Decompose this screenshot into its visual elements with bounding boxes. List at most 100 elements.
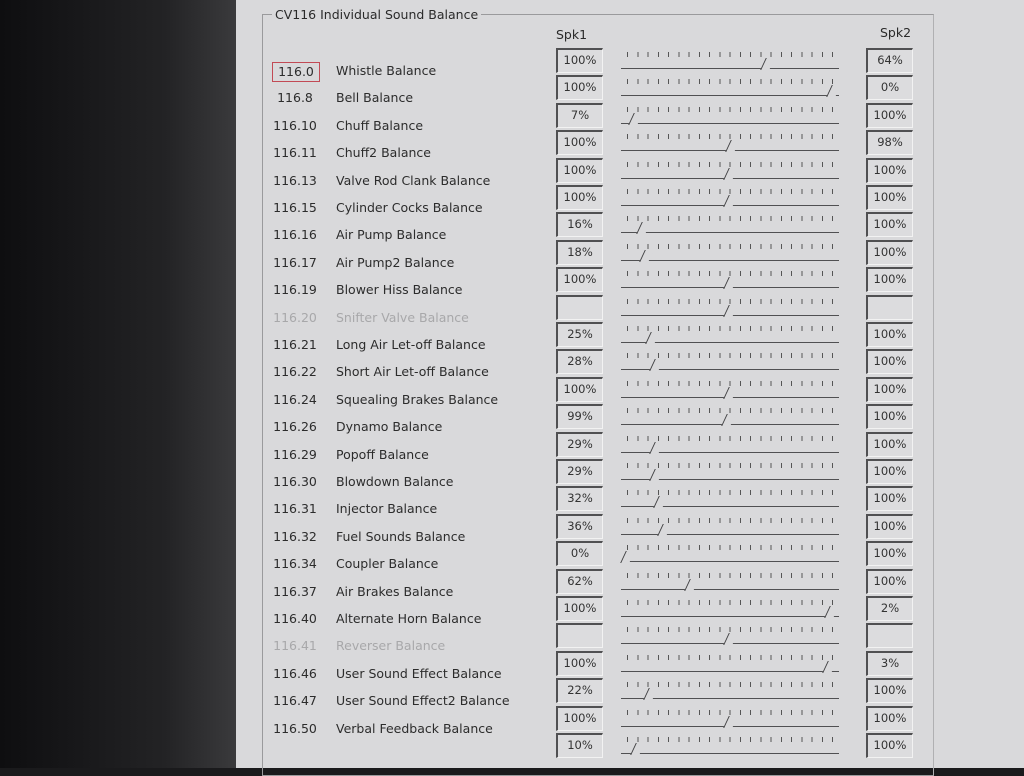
spk1-value-field[interactable]: 62%	[556, 568, 603, 594]
spk2-value-field[interactable]: 100%	[866, 568, 913, 594]
spk1-value-field[interactable]: 32%	[556, 486, 603, 512]
balance-slider[interactable]	[621, 434, 839, 460]
spk1-value-field[interactable]: 100%	[556, 75, 603, 101]
spk1-value-field[interactable]: 22%	[556, 678, 603, 704]
cv-number[interactable]: 116.34	[273, 556, 317, 572]
cv-number[interactable]: 116.20	[273, 309, 317, 325]
balance-slider[interactable]	[621, 269, 839, 295]
balance-slider[interactable]	[621, 105, 839, 131]
cv-number[interactable]: 116.50	[273, 720, 317, 736]
spk2-value-field[interactable]: 100%	[866, 267, 913, 293]
cv-number[interactable]: 116.13	[273, 172, 317, 188]
spk2-value-field[interactable]: 0%	[866, 75, 913, 101]
spk1-value-field[interactable]: 100%	[556, 267, 603, 293]
spk1-value-field[interactable]: 100%	[556, 650, 603, 676]
cv-number[interactable]: 116.17	[273, 254, 317, 270]
cv-number[interactable]: 116.29	[273, 446, 317, 462]
cv-number[interactable]: 116.32	[273, 528, 317, 544]
balance-slider[interactable]	[621, 598, 839, 624]
spk2-value-field[interactable]: 100%	[866, 322, 913, 347]
cv-number[interactable]: 116.11	[273, 145, 317, 161]
spk2-value-field[interactable]: 100%	[866, 349, 913, 375]
balance-slider[interactable]	[621, 187, 839, 213]
cv-number[interactable]: 116.15	[273, 200, 317, 215]
spk1-value-field[interactable]	[556, 294, 603, 320]
spk2-value-field[interactable]: 100%	[866, 459, 913, 484]
spk1-value-field[interactable]: 99%	[556, 404, 603, 430]
cv-number[interactable]: 116.40	[273, 611, 317, 626]
spk1-value-field[interactable]: 29%	[556, 459, 603, 484]
balance-slider[interactable]	[621, 461, 839, 487]
spk2-value-field[interactable]: 100%	[866, 733, 913, 758]
cv-number[interactable]	[272, 747, 318, 765]
balance-slider[interactable]	[621, 735, 839, 761]
spk2-value-field[interactable]: 100%	[866, 212, 913, 238]
spk1-value-field[interactable]: 28%	[556, 349, 603, 375]
spk2-value-field[interactable]	[866, 623, 913, 649]
cv-number[interactable]: 116.41	[273, 638, 317, 654]
spk1-value-field[interactable]: 36%	[556, 513, 603, 539]
balance-slider[interactable]	[621, 50, 839, 76]
balance-slider[interactable]	[621, 160, 839, 186]
spk2-value-field[interactable]: 100%	[866, 678, 913, 704]
spk2-value-field[interactable]: 100%	[866, 239, 913, 265]
cv-number[interactable]: 116.26	[273, 419, 317, 435]
balance-slider[interactable]	[621, 680, 839, 706]
cv-number[interactable]: 116.47	[273, 693, 317, 709]
spk1-value-field[interactable]: 100%	[556, 376, 603, 402]
balance-slider[interactable]	[621, 214, 839, 240]
spk1-value-field[interactable]: 25%	[556, 322, 603, 347]
cv-number[interactable]: 116.22	[273, 364, 317, 380]
spk2-value-field[interactable]: 100%	[866, 102, 913, 128]
spk2-value-field[interactable]: 100%	[866, 486, 913, 512]
cv-number[interactable]: 116.16	[273, 227, 317, 243]
spk1-value-field[interactable]: 16%	[556, 212, 603, 238]
cv-number[interactable]: 116.19	[273, 282, 317, 298]
balance-slider[interactable]	[621, 708, 839, 734]
balance-slider[interactable]	[621, 297, 839, 323]
spk2-value-field[interactable]	[866, 294, 913, 320]
spk2-value-field[interactable]: 64%	[866, 48, 913, 73]
balance-slider[interactable]	[621, 132, 839, 158]
spk1-value-field[interactable]	[556, 623, 603, 649]
cv-number[interactable]: 116.30	[273, 474, 317, 489]
spk1-value-field[interactable]: 100%	[556, 157, 603, 183]
spk2-value-field[interactable]: 100%	[866, 185, 913, 210]
spk2-value-field[interactable]: 100%	[866, 404, 913, 430]
balance-slider[interactable]	[621, 406, 839, 432]
spk1-value-field[interactable]: 100%	[556, 596, 603, 621]
spk2-value-field[interactable]: 100%	[866, 157, 913, 183]
spk1-value-field[interactable]: 10%	[556, 733, 603, 758]
spk2-value-field[interactable]: 3%	[866, 650, 913, 676]
balance-slider[interactable]	[621, 488, 839, 514]
spk1-value-field[interactable]: 7%	[556, 102, 603, 128]
balance-slider[interactable]	[621, 242, 839, 268]
spk2-value-field[interactable]: 100%	[866, 513, 913, 539]
spk1-value-field[interactable]: 100%	[556, 185, 603, 210]
cv-number[interactable]: 116.46	[273, 665, 317, 681]
spk1-value-field[interactable]: 100%	[556, 130, 603, 156]
spk1-value-field[interactable]: 29%	[556, 431, 603, 457]
spk2-value-field[interactable]: 98%	[866, 130, 913, 156]
spk1-value-field[interactable]: 100%	[556, 48, 603, 73]
cv-number[interactable]: 116.21	[273, 337, 317, 352]
balance-slider[interactable]	[621, 625, 839, 651]
spk1-value-field[interactable]: 100%	[556, 705, 603, 731]
balance-slider[interactable]	[621, 516, 839, 542]
balance-slider[interactable]	[621, 77, 841, 103]
balance-slider[interactable]	[621, 653, 839, 679]
balance-slider[interactable]	[621, 324, 839, 350]
balance-slider[interactable]	[620, 543, 839, 569]
spk2-value-field[interactable]: 100%	[866, 705, 913, 731]
cv-number[interactable]: 116.24	[273, 391, 317, 407]
cv-number[interactable]: 116.31	[273, 501, 317, 517]
cv-number[interactable]: 116.0	[272, 62, 320, 82]
cv-number[interactable]: 116.10	[273, 117, 317, 133]
cv-number[interactable]: 116.37	[273, 583, 317, 599]
balance-slider[interactable]	[621, 571, 839, 597]
balance-slider[interactable]	[621, 379, 839, 405]
balance-slider[interactable]	[621, 351, 839, 377]
spk2-value-field[interactable]: 100%	[866, 376, 913, 402]
spk2-value-field[interactable]: 100%	[866, 541, 913, 567]
spk2-value-field[interactable]: 100%	[866, 431, 913, 457]
